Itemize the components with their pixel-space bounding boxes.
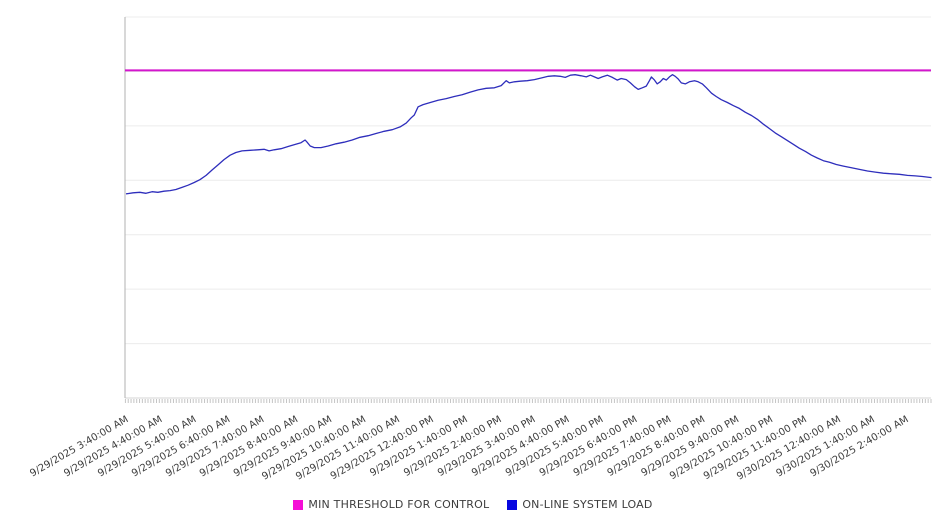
system-load-legend-label: ON-LINE SYSTEM LOAD	[522, 498, 653, 511]
legend-item-online-system-load: ON-LINE SYSTEM LOAD	[507, 498, 652, 511]
chart-legend: MIN THRESHOLD FOR CONTROL ON-LINE SYSTEM…	[0, 498, 946, 511]
system-load-swatch-icon	[507, 499, 518, 510]
legend-item-min-threshold: MIN THRESHOLD FOR CONTROL	[293, 498, 489, 511]
threshold-swatch-icon	[293, 499, 304, 510]
threshold-legend-label: MIN THRESHOLD FOR CONTROL	[308, 498, 490, 511]
system-load-chart: 9/29/2025 3:40:00 AM9/29/2025 4:40:00 AM…	[28, 16, 932, 483]
system-load-line	[125, 74, 932, 195]
